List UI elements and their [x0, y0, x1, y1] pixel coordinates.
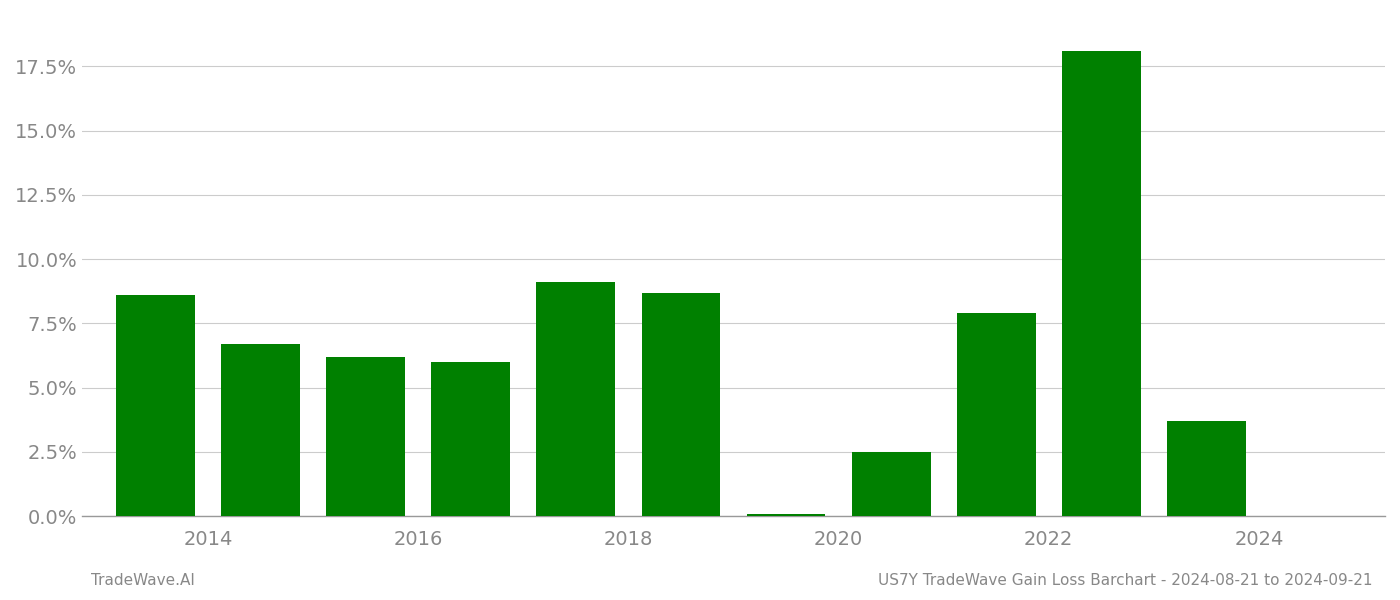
Text: TradeWave.AI: TradeWave.AI: [91, 573, 195, 588]
Bar: [641, 293, 721, 516]
Bar: [221, 344, 300, 516]
Bar: [746, 514, 826, 516]
Bar: [326, 357, 405, 516]
Bar: [1061, 51, 1141, 516]
Bar: [536, 282, 615, 516]
Bar: [116, 295, 195, 516]
Bar: [1168, 421, 1246, 516]
Bar: [956, 313, 1036, 516]
Bar: [431, 362, 510, 516]
Text: US7Y TradeWave Gain Loss Barchart - 2024-08-21 to 2024-09-21: US7Y TradeWave Gain Loss Barchart - 2024…: [878, 573, 1372, 588]
Bar: [851, 452, 931, 516]
